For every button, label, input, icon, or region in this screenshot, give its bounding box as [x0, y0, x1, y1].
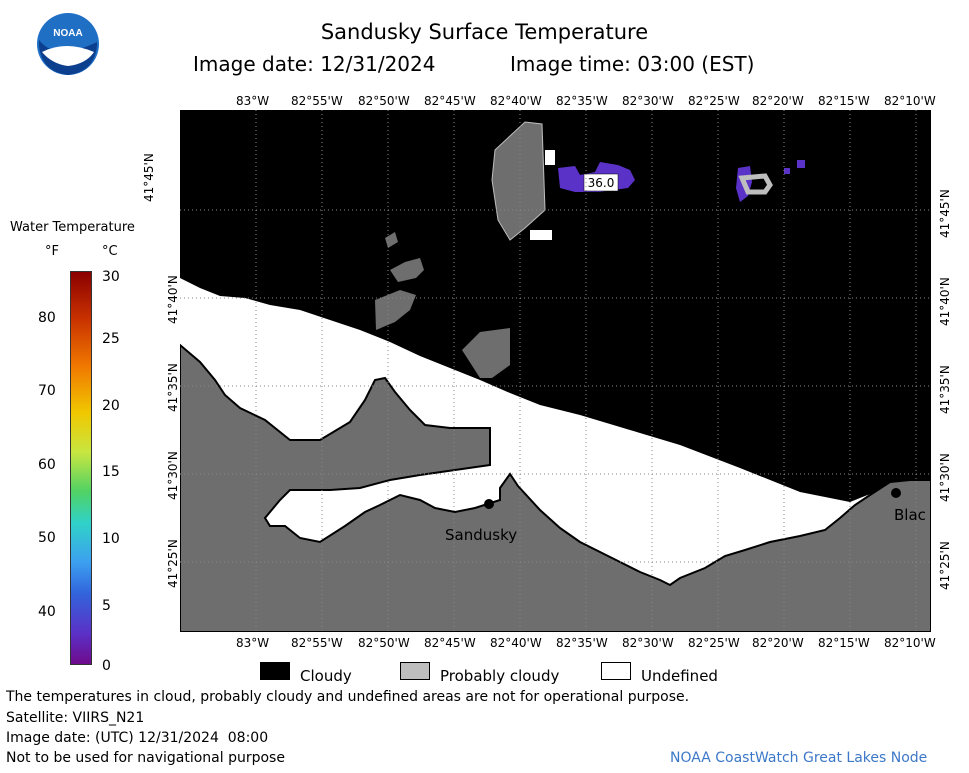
- probably-cloudy-patch: [375, 290, 416, 330]
- probably-cloudy-patch: [738, 173, 773, 195]
- temp-label: 36.0: [588, 176, 615, 190]
- colorbar-unit-c: °C: [102, 244, 118, 259]
- lon-tick-top: 82°30'W: [622, 94, 674, 108]
- lat-tick-right: 41°35'N: [938, 365, 952, 414]
- lat-tick-right: 41°30'N: [938, 453, 952, 502]
- colorbar-title: Water Temperature: [10, 220, 135, 235]
- legend-label-probably-cloudy: Probably cloudy: [440, 667, 560, 685]
- f-tick: 80: [38, 310, 56, 326]
- utc-date-text: Image date: (UTC) 12/31/2024 08:00: [6, 730, 269, 746]
- water-temperature-pixels: [784, 168, 790, 174]
- lat-tick-right: 41°40'N: [938, 277, 952, 326]
- colorbar: [70, 271, 92, 665]
- c-tick: 5: [102, 598, 111, 614]
- lon-tick-top: 82°45'W: [424, 94, 476, 108]
- lon-tick-bottom: 82°35'W: [556, 636, 608, 650]
- probably-cloudy-patch: [390, 258, 424, 282]
- blac-label: Blac: [894, 506, 926, 524]
- lon-tick-top: 82°15'W: [818, 94, 870, 108]
- lon-tick-top: 82°50'W: [358, 94, 410, 108]
- lon-tick-top: 83°W: [236, 94, 270, 108]
- c-tick: 30: [102, 269, 120, 285]
- noaa-logo: NOAA: [36, 12, 100, 76]
- logo-text: NOAA: [53, 28, 82, 39]
- lat-tick-left: 41°40'N: [166, 275, 180, 324]
- sandusky-label: Sandusky: [445, 526, 517, 544]
- legend-swatch-cloudy: [260, 662, 290, 680]
- lat-tick-left: 41°45'N: [142, 153, 156, 202]
- lat-tick-left: 41°25'N: [166, 539, 180, 588]
- lon-tick-bottom: 82°55'W: [291, 636, 343, 650]
- probably-cloudy-patch: [491, 121, 546, 241]
- undefined-speck: [545, 150, 555, 165]
- f-tick: 70: [38, 383, 56, 399]
- satellite-text: Satellite: VIIRS_N21: [6, 710, 145, 726]
- lat-tick-right: 41°45'N: [938, 189, 952, 238]
- lon-tick-bottom: 83°W: [236, 636, 270, 650]
- blac-marker: [891, 488, 901, 498]
- lon-tick-bottom: 82°20'W: [752, 636, 804, 650]
- probably-cloudy-patch: [385, 232, 398, 248]
- disclaimer-text: The temperatures in cloud, probably clou…: [6, 689, 690, 705]
- image-date: Image date: 12/31/2024: [193, 52, 436, 76]
- legend-swatch-undefined: [601, 662, 631, 680]
- lon-tick-top: 82°40'W: [490, 94, 542, 108]
- lat-tick-left: 41°35'N: [166, 363, 180, 412]
- lon-tick-bottom: 82°50'W: [358, 636, 410, 650]
- legend-label-cloudy: Cloudy: [300, 667, 352, 685]
- map-canvas: 36.0 Sandusky Blac: [179, 110, 932, 633]
- map-title: Sandusky Surface Temperature: [320, 20, 649, 44]
- lon-tick-top: 82°20'W: [752, 94, 804, 108]
- lon-tick-top: 82°55'W: [291, 94, 343, 108]
- undefined-speck: [530, 230, 552, 240]
- c-tick: 10: [102, 531, 120, 547]
- legend-label-undefined: Undefined: [641, 667, 718, 685]
- map-panel: 36.0 Sandusky Blac: [179, 110, 932, 633]
- lat-tick-left: 41°30'N: [166, 451, 180, 500]
- lon-tick-bottom: 82°40'W: [490, 636, 542, 650]
- probably-cloudy-patch: [462, 328, 510, 378]
- lon-tick-bottom: 82°25'W: [688, 636, 740, 650]
- c-tick: 15: [102, 464, 120, 480]
- legend-swatch-probably-cloudy: [400, 662, 430, 680]
- lon-tick-bottom: 82°45'W: [424, 636, 476, 650]
- lon-tick-bottom: 82°10'W: [884, 636, 936, 650]
- lon-tick-top: 82°35'W: [556, 94, 608, 108]
- lon-tick-bottom: 82°30'W: [622, 636, 674, 650]
- image-time: Image time: 03:00 (EST): [510, 52, 755, 76]
- land-area: [179, 342, 932, 633]
- sandusky-marker: [484, 499, 494, 509]
- f-tick: 40: [38, 604, 56, 620]
- graticule: [180, 110, 931, 632]
- f-tick: 50: [38, 530, 56, 546]
- lon-tick-top: 82°25'W: [688, 94, 740, 108]
- credit-text: NOAA CoastWatch Great Lakes Node: [670, 750, 928, 766]
- c-tick: 20: [102, 398, 120, 414]
- lon-tick-bottom: 82°15'W: [818, 636, 870, 650]
- c-tick: 0: [102, 658, 111, 674]
- water-temperature-pixels: [797, 160, 805, 168]
- c-tick: 25: [102, 331, 120, 347]
- f-tick: 60: [38, 457, 56, 473]
- navigation-warning: Not to be used for navigational purpose: [6, 750, 285, 766]
- lon-tick-top: 82°10'W: [884, 94, 936, 108]
- lat-tick-right: 41°25'N: [938, 541, 952, 590]
- temp-label-box: [583, 173, 619, 192]
- colorbar-unit-f: °F: [45, 244, 59, 259]
